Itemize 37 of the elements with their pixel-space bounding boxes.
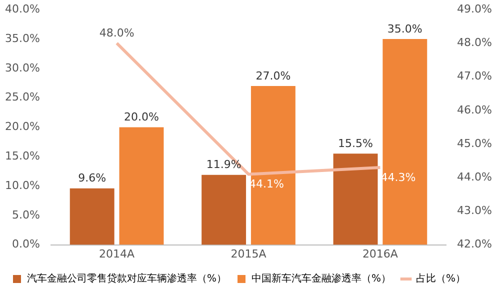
y-tick-label: 35.0%	[4, 32, 40, 45]
y2-tick-label: 46.0%	[457, 103, 492, 116]
x-tick-label: 2015A	[230, 247, 267, 260]
y-tick-label: 15.0%	[4, 149, 40, 162]
y-tick-label: 30.0%	[4, 61, 40, 74]
data-label: 9.6%	[78, 172, 106, 185]
data-label: 27.0%	[256, 69, 291, 82]
data-label: 48.0%	[99, 26, 134, 40]
data-label: 15.5%	[338, 137, 373, 150]
bar	[119, 127, 164, 245]
y-tick-label: 40.0%	[4, 2, 40, 16]
y2-tick-label: 45.0%	[457, 136, 492, 150]
y-tick-label: 10.0%	[4, 178, 40, 192]
y2-tick-label: 43.0%	[457, 204, 492, 218]
y2-tick-label: 44.0%	[457, 170, 492, 184]
legend-label: 占比（%）	[416, 272, 466, 285]
data-label: 11.9%	[206, 158, 242, 172]
legend-label: 中国新车汽车金融渗透率（%）	[252, 272, 392, 285]
y-tick-label: 20.0%	[4, 120, 40, 134]
data-label: 44.3%	[380, 170, 416, 184]
data-label: 20.0%	[124, 110, 159, 124]
y2-tick-label: 42.0%	[457, 238, 492, 251]
x-tick-label: 2016A	[362, 247, 398, 260]
legend-label: 汽车金融公司零售贷款对应车辆渗透率（%）	[27, 272, 227, 285]
y2-tick-label: 49.0%	[457, 2, 492, 16]
bar	[333, 154, 378, 245]
data-label: 35.0%	[387, 22, 422, 36]
x-tick-label: 2014A	[99, 247, 136, 260]
y2-tick-label: 48.0%	[457, 36, 492, 50]
y-tick-label: 5.0%	[12, 208, 40, 222]
y-tick-label: 25.0%	[4, 90, 40, 104]
y2-tick-label: 47.0%	[457, 70, 492, 83]
bar	[202, 174, 246, 245]
bar	[70, 188, 114, 245]
bar	[382, 39, 428, 245]
bar	[250, 86, 296, 245]
y-tick-label: 0.0%	[12, 238, 40, 251]
